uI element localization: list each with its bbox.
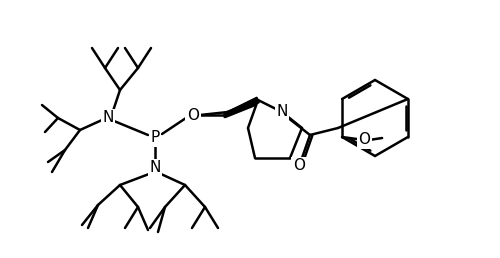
Text: N: N	[276, 104, 287, 119]
Polygon shape	[228, 97, 259, 112]
Text: P: P	[150, 131, 160, 146]
Text: O: O	[358, 133, 370, 148]
Text: N: N	[150, 160, 160, 175]
Text: N: N	[102, 110, 114, 125]
Text: O: O	[293, 158, 305, 173]
Text: O: O	[187, 108, 199, 123]
